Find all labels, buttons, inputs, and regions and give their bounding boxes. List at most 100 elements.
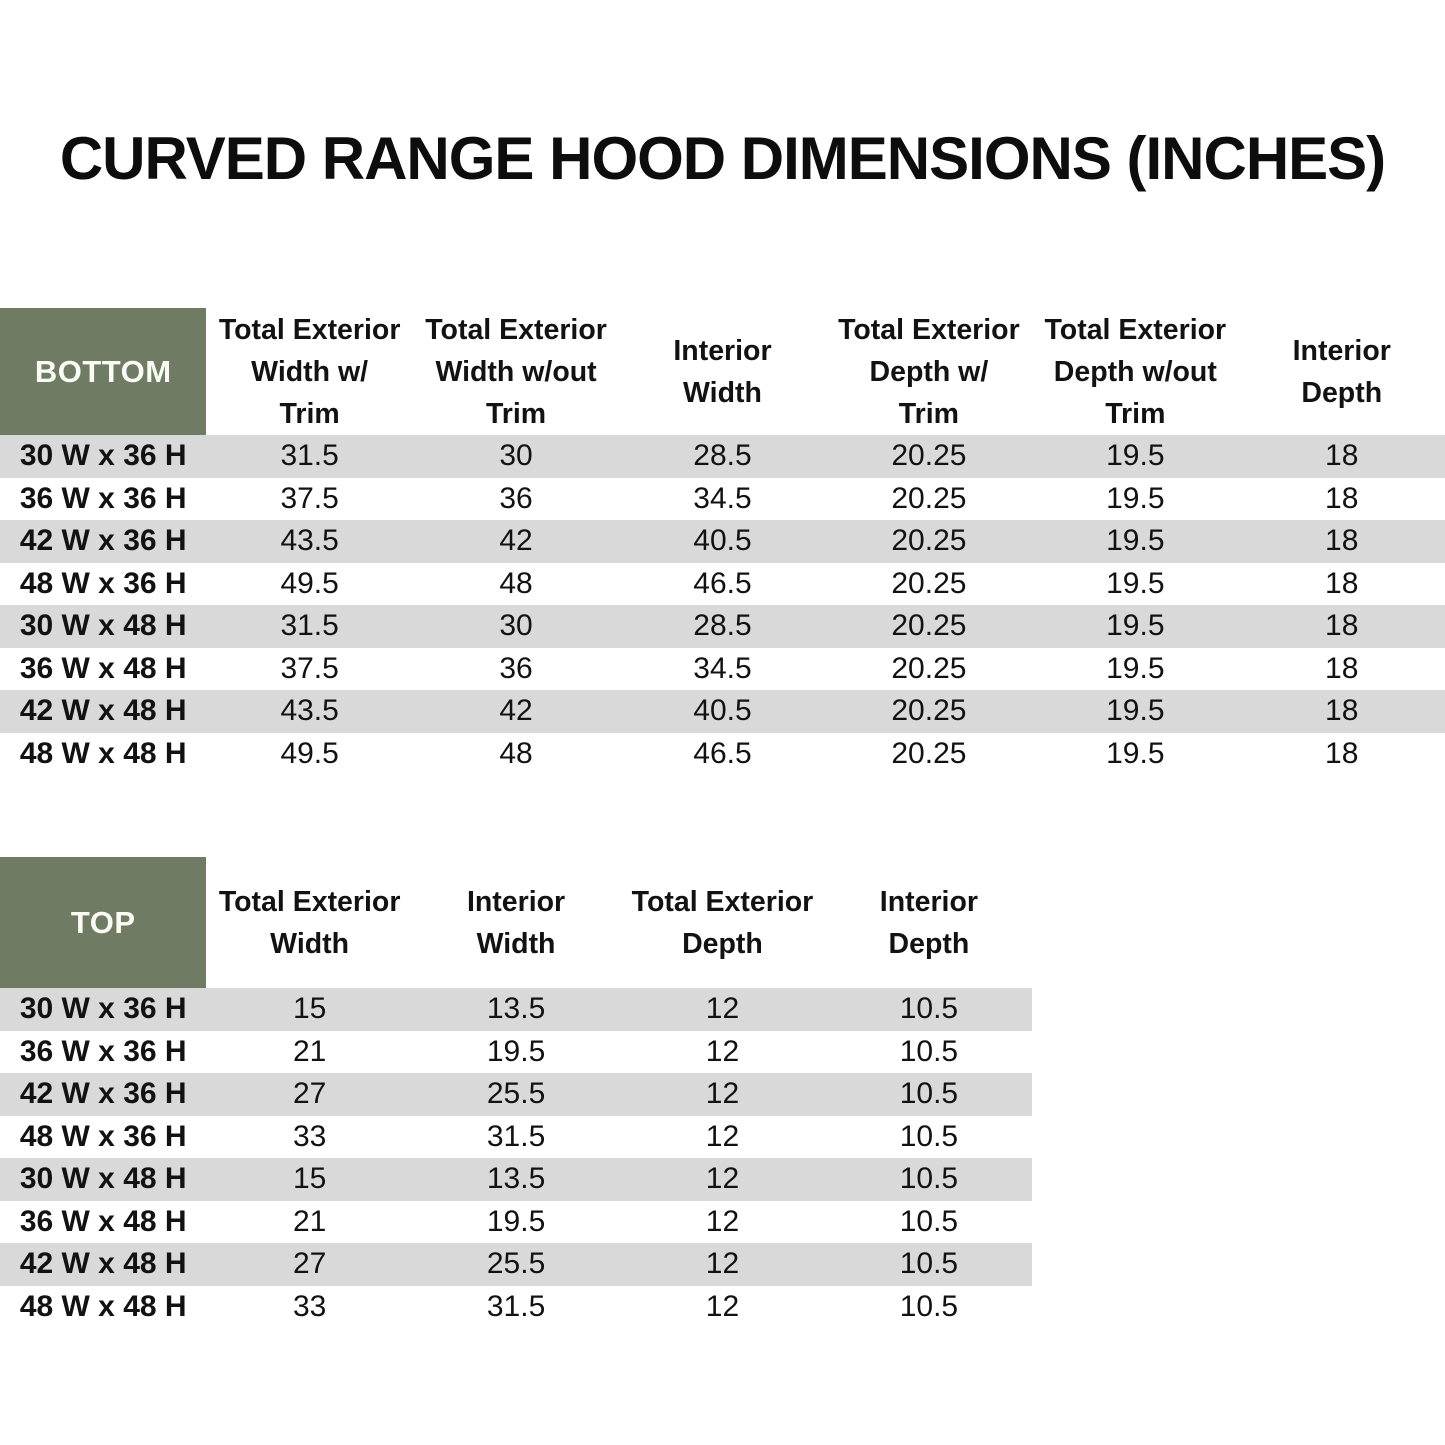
table-row: 42 W x 48 H 27 25.5 12 10.5 xyxy=(0,1243,1033,1286)
cell-value: 18 xyxy=(1325,439,1359,473)
cell-value: 10.5 xyxy=(899,1119,959,1153)
cell-value: 31.5 xyxy=(486,1289,546,1323)
cell-value: 46.5 xyxy=(693,736,752,770)
table-row: 30 W x 36 H 15 13.5 12 10.5 xyxy=(0,988,1033,1031)
cell-value: 19.5 xyxy=(486,1034,546,1068)
cell-value: 12 xyxy=(705,1204,740,1238)
cell-value: 27 xyxy=(292,1077,327,1111)
cell-value: 20.25 xyxy=(891,481,967,515)
table-row: 48 W x 48 H 33 31.5 12 10.5 xyxy=(0,1286,1032,1329)
cell-value: 20.25 xyxy=(891,439,967,473)
table-row: 30 W x 48 H 15 13.5 12 10.5 xyxy=(0,1158,1033,1201)
table-row: 48 W x 36 H 33 31.5 12 10.5 xyxy=(0,1116,1032,1159)
column-header: Interior Depth xyxy=(879,885,978,960)
row-label: 30 W x 36 H xyxy=(19,992,187,1026)
cell-value: 42 xyxy=(499,694,533,728)
top-corner-label: TOP xyxy=(0,857,207,988)
row-label: 30 W x 48 H xyxy=(19,1162,187,1196)
cell-value: 12 xyxy=(705,1162,740,1196)
cell-value: 37.5 xyxy=(280,481,339,515)
cell-value: 10.5 xyxy=(899,1162,959,1196)
cell-value: 19.5 xyxy=(1106,481,1165,515)
cell-value: 48 xyxy=(499,566,533,600)
column-header: Interior Depth xyxy=(1292,334,1391,409)
cell-value: 12 xyxy=(705,1034,740,1068)
cell-value: 19.5 xyxy=(1106,651,1165,685)
row-label: 30 W x 48 H xyxy=(19,609,187,643)
cell-value: 18 xyxy=(1325,736,1359,770)
row-label: 36 W x 36 H xyxy=(19,1034,187,1068)
cell-value: 12 xyxy=(705,1077,740,1111)
cell-value: 31.5 xyxy=(280,609,339,643)
cell-value: 49.5 xyxy=(280,736,339,770)
cell-value: 10.5 xyxy=(899,992,959,1026)
cell-value: 12 xyxy=(705,1247,740,1281)
table-row: 48 W x 36 H 49.5 48 46.5 20.25 19.5 18 xyxy=(0,563,1445,606)
cell-value: 19.5 xyxy=(1106,736,1165,770)
row-label: 48 W x 36 H xyxy=(19,566,187,600)
cell-value: 25.5 xyxy=(486,1247,546,1281)
cell-value: 30 xyxy=(499,609,533,643)
cell-value: 37.5 xyxy=(280,651,339,685)
cell-value: 10.5 xyxy=(899,1204,959,1238)
column-header: Total Exterior Width xyxy=(218,885,401,960)
cell-value: 49.5 xyxy=(280,566,339,600)
table-row: 30 W x 48 H 31.5 30 28.5 20.25 19.5 18 xyxy=(0,605,1445,648)
row-label: 42 W x 36 H xyxy=(19,524,187,558)
cell-value: 28.5 xyxy=(693,439,752,473)
cell-value: 19.5 xyxy=(1106,566,1165,600)
top-dimensions-table: TOP Total Exterior Width Interior Width Tot… xyxy=(0,857,1033,1329)
cell-value: 19.5 xyxy=(1106,439,1165,473)
header-row: TOP Total Exterior Width Interior Width Tot… xyxy=(0,857,1032,988)
row-label: 48 W x 48 H xyxy=(19,1289,187,1323)
cell-value: 34.5 xyxy=(693,651,752,685)
cell-value: 15 xyxy=(292,992,327,1026)
cell-value: 33 xyxy=(292,1119,327,1153)
cell-value: 20.25 xyxy=(891,736,967,770)
cell-value: 10.5 xyxy=(899,1289,959,1323)
cell-value: 10.5 xyxy=(899,1077,959,1111)
table-row: 36 W x 36 H 21 19.5 12 10.5 xyxy=(0,1031,1032,1074)
row-label: 42 W x 48 H xyxy=(19,1247,187,1281)
cell-value: 13.5 xyxy=(486,1162,546,1196)
table-row: 42 W x 48 H 43.5 42 40.5 20.25 19.5 18 xyxy=(0,690,1445,733)
cell-value: 36 xyxy=(499,651,533,685)
row-label: 42 W x 36 H xyxy=(19,1077,187,1111)
cell-value: 18 xyxy=(1325,481,1359,515)
cell-value: 20.25 xyxy=(891,566,967,600)
column-header: Total Exterior Width w/ Trim xyxy=(218,313,401,430)
row-label: 48 W x 48 H xyxy=(19,736,187,770)
row-label: 36 W x 36 H xyxy=(19,481,187,515)
cell-value: 36 xyxy=(499,481,533,515)
cell-value: 10.5 xyxy=(899,1247,959,1281)
page-title: CURVED RANGE HOOD DIMENSIONS (INCHES) xyxy=(59,125,1386,192)
table-row: 42 W x 36 H 43.5 42 40.5 20.25 19.5 18 xyxy=(0,520,1445,563)
cell-value: 46.5 xyxy=(693,566,752,600)
bottom-dimensions-table: BOTTOM Total Exterior Width w/ Trim Total … xyxy=(0,308,1445,775)
column-header: Total Exterior Depth xyxy=(631,885,814,960)
cell-value: 19.5 xyxy=(1106,694,1165,728)
cell-value: 13.5 xyxy=(486,992,546,1026)
cell-value: 40.5 xyxy=(693,694,752,728)
column-header: Total Exterior Depth w/ Trim xyxy=(838,313,1020,430)
cell-value: 42 xyxy=(499,524,533,558)
cell-value: 18 xyxy=(1325,566,1359,600)
table-row: 42 W x 36 H 27 25.5 12 10.5 xyxy=(0,1073,1033,1116)
cell-value: 20.25 xyxy=(891,609,967,643)
cell-value: 28.5 xyxy=(693,609,752,643)
cell-value: 31.5 xyxy=(486,1119,546,1153)
column-header: Interior Width xyxy=(466,885,566,960)
cell-value: 15 xyxy=(292,1162,327,1196)
cell-value: 25.5 xyxy=(486,1077,546,1111)
row-label: 30 W x 36 H xyxy=(19,439,187,473)
cell-value: 30 xyxy=(499,439,533,473)
cell-value: 12 xyxy=(705,1119,740,1153)
cell-value: 31.5 xyxy=(280,439,339,473)
cell-value: 19.5 xyxy=(1106,609,1165,643)
cell-value: 18 xyxy=(1325,651,1359,685)
cell-value: 43.5 xyxy=(280,524,339,558)
table-row: 30 W x 36 H 31.5 30 28.5 20.25 19.5 18 xyxy=(0,435,1445,478)
cell-value: 18 xyxy=(1325,524,1359,558)
table-row: 36 W x 48 H 21 19.5 12 10.5 xyxy=(0,1201,1032,1244)
cell-value: 18 xyxy=(1325,609,1359,643)
